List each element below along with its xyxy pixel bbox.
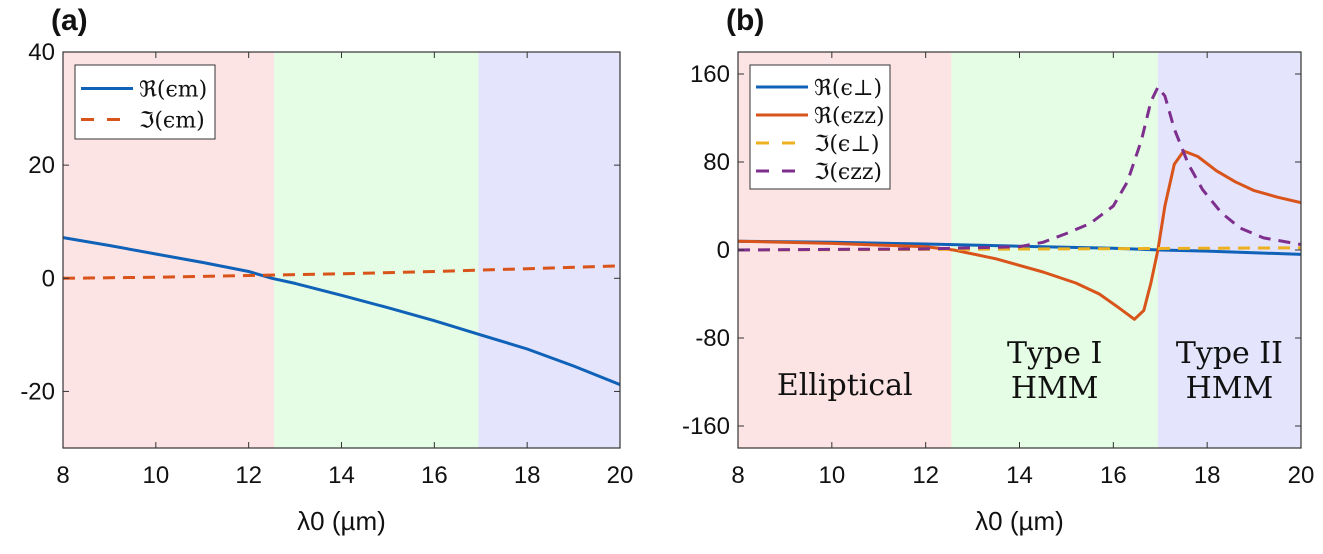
y-tick-label: 0: [42, 265, 55, 292]
series-line-2: [738, 246, 1301, 252]
series-line-0: [63, 236, 620, 386]
x-tick-label: 14: [328, 462, 355, 489]
legend: ℜ(ϵ⊥) ℜ(ϵzz) ℑ(ϵ⊥) ℑ(ϵzz): [749, 64, 891, 190]
x-tick-label: 16: [1100, 462, 1127, 489]
y-tick-label: -160: [682, 413, 730, 440]
legend: ℜ(ϵm) ℑ(ϵm): [74, 64, 216, 140]
legend-label: ℑ(ϵm): [139, 109, 205, 134]
y-tick-label: -20: [20, 378, 55, 405]
x-tick-label: 12: [912, 462, 939, 489]
x-axis-label: λ0 (µm): [975, 506, 1064, 536]
x-tick-label: 16: [421, 462, 448, 489]
legend-box: [74, 64, 216, 140]
x-tick-label: 18: [514, 462, 541, 489]
legend-label: ℑ(ϵ⊥): [814, 132, 880, 157]
legend-label: ℜ(ϵ⊥): [814, 76, 882, 101]
region-label: Type I: [1007, 336, 1102, 371]
y-tick-label: 40: [28, 39, 55, 66]
region-label: Type II: [1176, 336, 1283, 371]
region-label: Elliptical: [777, 368, 913, 403]
x-tick-label: 8: [731, 462, 744, 489]
x-tick-label: 10: [142, 462, 169, 489]
x-tick-label: 20: [1288, 462, 1315, 489]
x-tick-label: 12: [235, 462, 262, 489]
legend-label: ℜ(ϵm): [139, 78, 207, 103]
region-1: [274, 52, 479, 448]
series-line-1: [63, 264, 620, 280]
region-label: HMM: [1011, 371, 1099, 406]
panel-label: (a): [51, 4, 88, 37]
x-axis-label: λ0 (µm): [297, 506, 386, 536]
y-tick-label: 0: [717, 237, 730, 264]
x-tick-label: 18: [1194, 462, 1221, 489]
series-line-1: [738, 149, 1301, 321]
y-tick-label: 80: [703, 149, 730, 176]
y-tick-label: -80: [695, 325, 730, 352]
panel-label: (b): [726, 4, 764, 37]
y-tick-label: 20: [28, 152, 55, 179]
region-2: [478, 52, 620, 448]
panel-a: 8 10 12 14 16 18 20 -20 0 20 40(a) λ0 (µm) ℜ(ϵm) ℑ(ϵm…: [20, 4, 633, 536]
y-tick-label: 160: [690, 61, 730, 88]
x-tick-label: 20: [607, 462, 634, 489]
region-label: HMM: [1186, 371, 1274, 406]
x-tick-label: 10: [818, 462, 845, 489]
legend-label: ℑ(ϵzz): [814, 160, 882, 185]
series-line-3: [738, 85, 1301, 252]
legend-label: ℜ(ϵzz): [814, 104, 885, 129]
x-tick-label: 8: [56, 462, 69, 489]
x-tick-label: 14: [1006, 462, 1033, 489]
